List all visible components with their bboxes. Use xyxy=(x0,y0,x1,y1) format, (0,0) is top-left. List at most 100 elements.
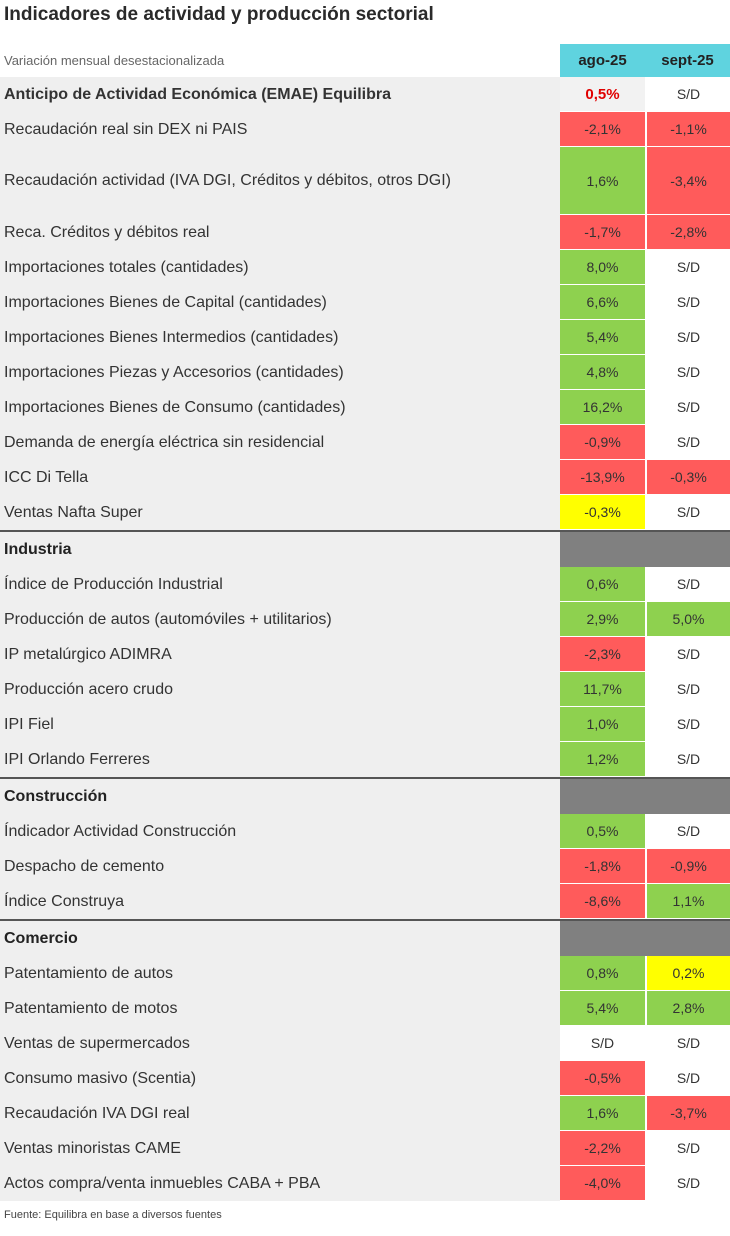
value-cell: -2,2% xyxy=(560,1131,645,1166)
row-label: Importaciones totales (cantidades) xyxy=(4,258,249,276)
table-row: Importaciones Piezas y Accesorios (canti… xyxy=(0,355,730,390)
row-label: Patentamiento de autos xyxy=(4,964,174,982)
value-cell: S/D xyxy=(645,814,730,849)
value-cell: S/D xyxy=(645,77,730,112)
table: Anticipo de Actividad Económica (EMAE) E… xyxy=(0,77,730,1201)
row-label: IP metalúrgico ADIMRA xyxy=(4,645,172,663)
row-label: Recaudación actividad (IVA DGI, Créditos… xyxy=(4,172,452,189)
row-label: Ventas Nafta Super xyxy=(4,503,143,521)
row-label: Importaciones Bienes de Consumo (cantida… xyxy=(4,398,346,416)
value-cell: S/D xyxy=(645,320,730,355)
value-cell: 1,6% xyxy=(560,147,645,215)
column-header: sept-25 xyxy=(645,44,730,77)
value-cell: S/D xyxy=(645,567,730,602)
value-cell: -8,6% xyxy=(560,884,645,919)
row-label: Producción de autos (automóviles + utili… xyxy=(4,610,332,628)
row-label: Importaciones Bienes de Capital (cantida… xyxy=(4,293,327,311)
value-cell: -0,9% xyxy=(645,849,730,884)
section-fill xyxy=(560,779,730,814)
value-cell: S/D xyxy=(645,495,730,530)
value-cell: -3,4% xyxy=(645,147,730,215)
value-cell: -0,5% xyxy=(560,1061,645,1096)
value-cell: 11,7% xyxy=(560,672,645,707)
row-label: Consumo masivo (Scentia) xyxy=(4,1069,197,1087)
table-row: Importaciones totales (cantidades) 8,0% S/… xyxy=(0,250,730,285)
table-row: Despacho de cemento -1,8% -0,9% xyxy=(0,849,730,884)
table-row: Recaudación actividad (IVA DGI, Créditos… xyxy=(0,147,730,215)
row-label: Despacho de cemento xyxy=(4,857,165,875)
value-cell: -2,8% xyxy=(645,215,730,250)
value-cell: 16,2% xyxy=(560,390,645,425)
row-label: IPI Orlando Ferreres xyxy=(4,750,150,768)
table-row: Ventas de supermercados S/D S/D xyxy=(0,1026,730,1061)
row-label: Demanda de energía eléctrica sin residen… xyxy=(4,433,325,451)
value-cell: -3,7% xyxy=(645,1096,730,1131)
row-label: Industria xyxy=(4,540,72,558)
value-cell: -1,7% xyxy=(560,215,645,250)
value-cell: S/D xyxy=(645,1026,730,1061)
value-cell: S/D xyxy=(645,1166,730,1201)
value-cell: -0,3% xyxy=(560,495,645,530)
value-cell: S/D xyxy=(645,285,730,320)
value-cell: S/D xyxy=(645,672,730,707)
table-row: Actos compra/venta inmuebles CABA + PBA -… xyxy=(0,1166,730,1201)
value-cell: -13,9% xyxy=(560,460,645,495)
value-cell: -4,0% xyxy=(560,1166,645,1201)
value-cell: S/D xyxy=(645,355,730,390)
table-row: IPI Orlando Ferreres 1,2% S/D xyxy=(0,742,730,777)
row-label: Importaciones Bienes Intermedios (cantid… xyxy=(4,328,339,346)
table-row: Importaciones Bienes de Consumo (cantida… xyxy=(0,390,730,425)
row-label: Índicador Actividad Construcción xyxy=(4,822,237,840)
table-row: Producción de autos (automóviles + utili… xyxy=(0,602,730,637)
row-label: Índice de Producción Industrial xyxy=(4,575,223,593)
value-cell: 6,6% xyxy=(560,285,645,320)
row-label: Recaudación IVA DGI real xyxy=(4,1104,190,1122)
value-cell: 0,6% xyxy=(560,567,645,602)
row-label: Comercio xyxy=(4,929,78,947)
value-cell: 1,2% xyxy=(560,742,645,777)
table-row: IPI Fiel 1,0% S/D xyxy=(0,707,730,742)
value-cell: S/D xyxy=(645,425,730,460)
footer: Fuente: Equilibra en base a diversos fue… xyxy=(4,1209,222,1221)
table-row: Consumo masivo (Scentia) -0,5% S/D xyxy=(0,1061,730,1096)
value-cell: 0,8% xyxy=(560,956,645,991)
table-row: Producción acero crudo 11,7% S/D xyxy=(0,672,730,707)
value-cell: S/D xyxy=(645,1131,730,1166)
value-cell: S/D xyxy=(645,1061,730,1096)
section-row: Comercio xyxy=(0,919,730,956)
value-cell: 5,4% xyxy=(560,991,645,1026)
value-cell: S/D xyxy=(645,637,730,672)
row-label: Importaciones Piezas y Accesorios (canti… xyxy=(4,363,344,381)
row-label: Actos compra/venta inmuebles CABA + PBA xyxy=(4,1174,321,1192)
table-row: Recaudación IVA DGI real 1,6% -3,7% xyxy=(0,1096,730,1131)
value-cell: -0,3% xyxy=(645,460,730,495)
value-cell: 1,0% xyxy=(560,707,645,742)
value-cell: -2,1% xyxy=(560,112,645,147)
table-row: Importaciones Bienes de Capital (cantida… xyxy=(0,285,730,320)
value-cell: -1,8% xyxy=(560,849,645,884)
table-row: Demanda de energía eléctrica sin residen… xyxy=(0,425,730,460)
value-cell: 1,1% xyxy=(645,884,730,919)
table-row: Ventas Nafta Super -0,3% S/D xyxy=(0,495,730,530)
table-row: Índice de Producción Industrial 0,6% S/D xyxy=(0,567,730,602)
row-label: Patentamiento de motos xyxy=(4,999,178,1017)
section-row: Industria xyxy=(0,530,730,567)
value-cell: -1,1% xyxy=(645,112,730,147)
table-row: Patentamiento de motos 5,4% 2,8% xyxy=(0,991,730,1026)
section-fill xyxy=(560,921,730,956)
value-cell: 2,8% xyxy=(645,991,730,1026)
value-cell: -2,3% xyxy=(560,637,645,672)
title: Indicadores de actividad y producción se… xyxy=(4,4,434,25)
column-header: ago-25 xyxy=(560,44,645,77)
section-fill xyxy=(560,532,730,567)
value-cell: 5,4% xyxy=(560,320,645,355)
table-row: Ventas minoristas CAME -2,2% S/D xyxy=(0,1131,730,1166)
table-row: ICC Di Tella -13,9% -0,3% xyxy=(0,460,730,495)
value-cell: 0,2% xyxy=(645,956,730,991)
value-cell: 4,8% xyxy=(560,355,645,390)
table-row: Recaudación real sin DEX ni PAIS -2,1% -1,… xyxy=(0,112,730,147)
table-row: Índice Construya -8,6% 1,1% xyxy=(0,884,730,919)
row-label: Construcción xyxy=(4,787,108,805)
row-label: Anticipo de Actividad Económica (EMAE) E… xyxy=(4,85,392,103)
